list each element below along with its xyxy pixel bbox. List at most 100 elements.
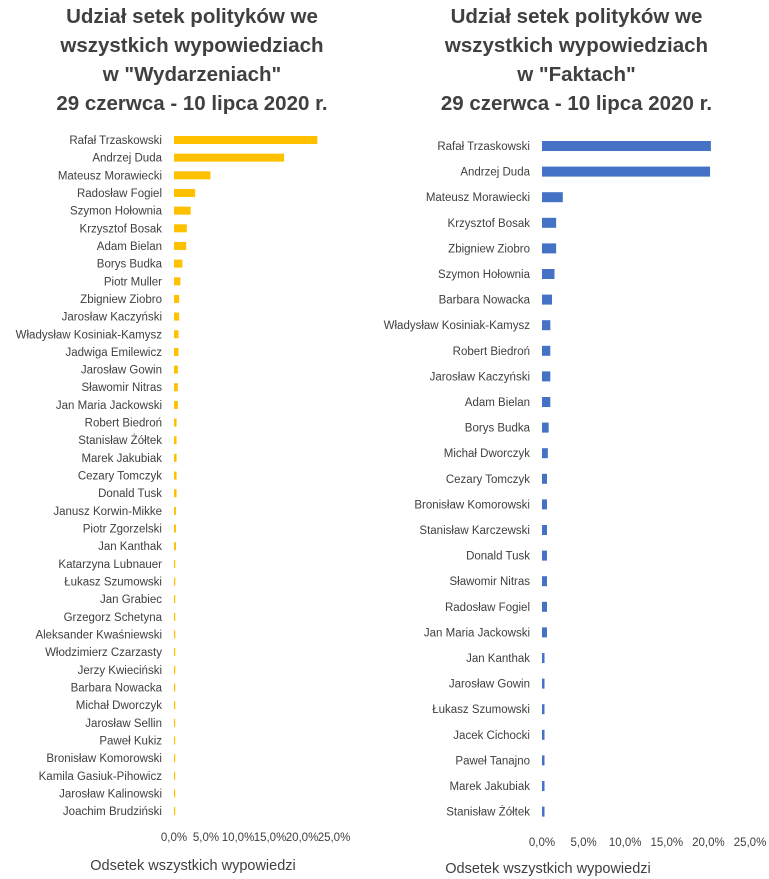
category-label: Jarosław Sellin: [85, 718, 162, 730]
category-label: Krzysztof Bosak: [448, 218, 531, 230]
category-label: Sławomir Nitras: [81, 382, 162, 394]
x-tick-label: 10,0%: [222, 832, 255, 844]
category-label: Władysław Kosiniak-Kamysz: [16, 329, 163, 341]
category-label: Radosław Fogiel: [77, 188, 162, 200]
bar: [542, 192, 563, 203]
chart-wydarzenia: Udział setek polityków we wszystkich wyp…: [0, 0, 384, 879]
bar: [174, 259, 183, 268]
chart-title-line: Udział setek polityków we: [66, 5, 318, 28]
bar: [542, 653, 545, 663]
bar: [174, 294, 180, 303]
category-label: Bronisław Komorowski: [414, 499, 530, 511]
category-label: Jacek Cichocki: [453, 730, 530, 742]
category-label: Cezary Tomczyk: [446, 474, 530, 486]
category-label: Mateusz Morawiecki: [58, 170, 162, 182]
category-label: Jan Maria Jackowski: [56, 400, 162, 412]
category-label: Jarosław Kaczyński: [62, 312, 162, 324]
bar: [542, 371, 551, 382]
category-label: Jadwiga Emilewicz: [65, 347, 162, 359]
bar: [542, 781, 545, 791]
category-label: Mateusz Morawiecki: [426, 192, 530, 204]
bar: [542, 473, 547, 484]
bar: [174, 471, 177, 480]
bar: [174, 277, 181, 286]
category-label: Jan Maria Jackowski: [424, 627, 530, 639]
bar: [174, 241, 187, 250]
category-label: Cezary Tomczyk: [78, 471, 162, 483]
category-label: Władysław Kosiniak-Kamysz: [384, 320, 531, 332]
category-label: Grzegorz Schetyna: [64, 612, 163, 624]
category-label: Piotr Muller: [104, 276, 162, 288]
bar: [542, 448, 548, 459]
bar: [174, 489, 177, 498]
bar: [174, 330, 179, 339]
bar: [174, 754, 176, 763]
category-label: Stanisław Żółtek: [446, 806, 530, 819]
bar: [542, 141, 711, 151]
bar: [174, 630, 176, 639]
category-label: Piotr Zgorzelski: [83, 524, 162, 536]
bar: [542, 499, 547, 510]
category-label: Adam Bielan: [465, 397, 530, 409]
category-label: Zbigniew Ziobro: [448, 243, 530, 255]
category-label: Michał Dworczyk: [444, 448, 531, 460]
bar: [542, 397, 551, 407]
bar: [174, 347, 179, 356]
category-label: Jarosław Gowin: [81, 365, 162, 377]
x-tick-label: 5,0%: [570, 837, 596, 849]
bar: [174, 771, 176, 780]
bar: [174, 224, 187, 233]
bar: [542, 217, 557, 228]
category-label: Andrzej Duda: [460, 167, 530, 179]
chart-title-line: Udział setek polityków we: [450, 5, 703, 28]
bar: [174, 789, 176, 798]
bar: [174, 506, 176, 515]
bar: [174, 136, 318, 144]
bar: [174, 436, 177, 445]
bar: [174, 595, 176, 604]
bar: [174, 400, 178, 409]
bar: [174, 542, 176, 551]
category-label: Jarosław Kaczyński: [430, 371, 530, 383]
category-label: Włodzimierz Czarzasty: [45, 647, 162, 659]
category-label: Sławomir Nitras: [449, 576, 530, 588]
bar-chart-fakty: Rafał Trzaskowski Andrzej Duda Mateusz Mor…: [384, 141, 766, 877]
bar: [174, 365, 178, 374]
chart-title: Udział setek polityków we wszystkich wyp…: [0, 2, 384, 118]
bar: [174, 718, 176, 727]
category-label: Jerzy Kwieciński: [78, 665, 162, 677]
bar: [542, 525, 547, 535]
x-axis-label: Odsetek wszystkich wypowiedzi: [445, 861, 651, 877]
category-label: Zbigniew Ziobro: [80, 294, 162, 306]
category-label: Jarosław Kalinowski: [59, 788, 162, 800]
bar: [542, 601, 547, 612]
category-label: Stanisław Żółtek: [78, 434, 162, 447]
bar: [174, 418, 177, 427]
bar: [174, 383, 178, 392]
category-label: Robert Biedroń: [453, 346, 530, 358]
category-label: Andrzej Duda: [92, 153, 162, 165]
bar: [542, 269, 555, 279]
x-tick-label: 15,0%: [254, 832, 287, 844]
bar: [542, 320, 551, 331]
category-label: Stanisław Karczewski: [419, 525, 530, 537]
bar: [174, 559, 176, 568]
bar-chart-wydarzenia: Rafał Trzaskowski Andrzej Duda Mateusz Mor…: [16, 135, 351, 874]
chart-title-line: w "Faktach": [517, 63, 636, 86]
category-label: Radosław Fogiel: [445, 602, 530, 614]
bar: [542, 345, 551, 356]
category-label: Donald Tusk: [466, 551, 530, 563]
category-label: Marek Jakubiak: [449, 781, 530, 793]
category-label: Katarzyna Lubnauer: [58, 559, 162, 571]
category-label: Rafał Trzaskowski: [437, 141, 530, 153]
bar: [174, 524, 176, 533]
bar: [542, 678, 545, 689]
x-tick-label: 20,0%: [286, 832, 319, 844]
bar: [542, 627, 547, 638]
category-label: Jan Kanthak: [98, 541, 162, 553]
chart-title-line: 29 czerwca - 10 lipca 2020 r.: [56, 92, 328, 115]
x-tick-label: 15,0%: [650, 837, 683, 849]
category-label: Paweł Tanajno: [455, 755, 530, 767]
chart-fakty: Udział setek polityków we wszystkich wyp…: [384, 0, 769, 879]
category-label: Szymon Hołownia: [70, 206, 163, 218]
